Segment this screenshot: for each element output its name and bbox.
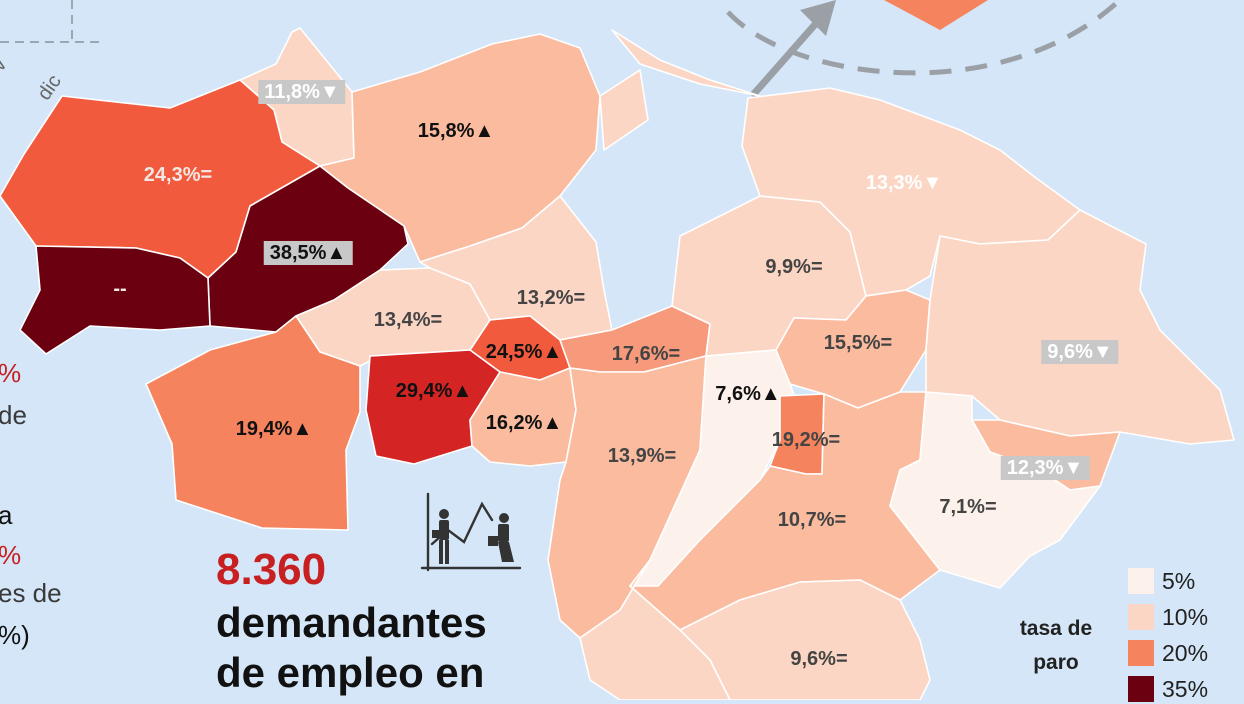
legend-swatch [1128, 568, 1154, 594]
dashed-arc [726, 0, 1122, 76]
headline-line-1: demandantes [216, 599, 487, 646]
region-r2-islet[interactable] [599, 69, 649, 151]
region-r22[interactable] [889, 391, 1101, 589]
legend-label: 5% [1162, 568, 1196, 594]
region-label-r20: 12,3%▼ [1000, 456, 1090, 480]
region-r12[interactable] [469, 367, 577, 467]
region-r5[interactable] [19, 245, 211, 355]
region-label-r6: 13,4%= [373, 309, 443, 331]
region-label-r14: 9,9%= [765, 256, 823, 278]
region-label-r3: 24,3%= [143, 164, 213, 186]
chart-frame-remnant [0, 0, 100, 43]
job-seekers-icon [420, 492, 522, 572]
region-label-r2: 15,8%▲ [417, 120, 495, 142]
text-fragment-a: a [0, 500, 13, 530]
legend-swatch [1128, 640, 1154, 666]
region-label-r17: 9,6%▼ [1041, 340, 1119, 364]
legend-swatch [1128, 604, 1154, 630]
region-label-r9: 17,6%= [611, 343, 681, 365]
text-fragment-percent: % [0, 358, 22, 388]
region-r10[interactable] [145, 315, 361, 531]
text-fragment-percent-2: % [0, 540, 22, 570]
legend-title-line-2: paro [1033, 651, 1079, 674]
region-label-r5: -- [113, 278, 127, 300]
text-fragment-es-de: es de [0, 578, 62, 608]
region-label-r19: 19,2%= [771, 429, 841, 451]
region-r17[interactable] [925, 209, 1235, 445]
legend-title-line-1: tasa de [1019, 617, 1093, 640]
arrow-shaft [749, 9, 829, 99]
region-label-r8: 24,5%▲ [485, 341, 563, 363]
legend-title: tasa de paro [1008, 612, 1104, 680]
text-fragment-percent-paren: %) [0, 620, 30, 650]
region-label-r18: 7,6%▲ [715, 383, 781, 405]
region-label-r23: 9,6%= [790, 648, 848, 670]
region-label-r22: 7,1%= [939, 496, 997, 518]
arrow-head [800, 0, 836, 36]
region-label-r21: 10,7%= [777, 509, 847, 531]
legend-label: 20% [1162, 640, 1209, 666]
region-label-r12: 16,2%▲ [485, 412, 563, 434]
top-fragment-region [884, 0, 988, 30]
region-label-r11: 29,4%▲ [395, 380, 473, 402]
region-label-r1: 11,8%▼ [258, 80, 346, 104]
region-label-r4: 38,5%▲ [263, 241, 353, 265]
legend-swatch [1128, 676, 1154, 702]
legend-label: 10% [1162, 604, 1209, 630]
headline-line-2: de empleo en [216, 649, 485, 696]
legend-label: 35% [1162, 676, 1209, 702]
text-fragment-de: de [0, 400, 27, 430]
region-label-r7: 13,2%= [516, 287, 586, 309]
job-seekers-count: 8.360 [216, 545, 327, 594]
region-label-r15: 13,3%▼ [865, 172, 943, 194]
region-r-lower-left[interactable] [579, 559, 731, 700]
region-label-r16: 15,5%= [823, 332, 893, 354]
region-label-r13: 13,9%= [607, 445, 677, 467]
region-label-r10: 19,4%▲ [235, 418, 313, 440]
